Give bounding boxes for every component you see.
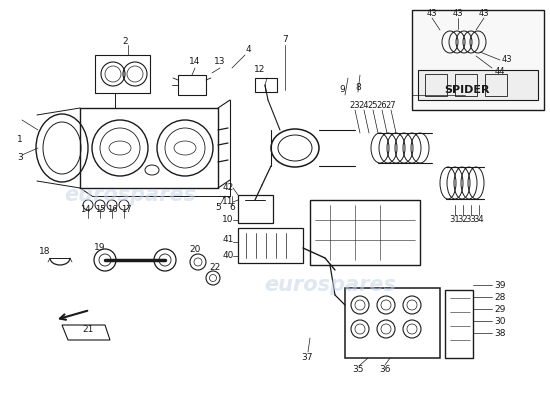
- Text: 20: 20: [189, 246, 201, 254]
- Text: 18: 18: [39, 248, 51, 256]
- Bar: [412, 10, 544, 110]
- Bar: [445, 290, 473, 358]
- Bar: [238, 195, 273, 223]
- Text: 15: 15: [95, 206, 105, 214]
- Text: 16: 16: [107, 206, 117, 214]
- Text: 43: 43: [478, 8, 490, 18]
- Text: 9: 9: [339, 86, 345, 94]
- Text: 5: 5: [215, 202, 221, 212]
- Text: 29: 29: [494, 304, 505, 314]
- Text: 39: 39: [494, 280, 506, 290]
- Text: 36: 36: [379, 366, 390, 374]
- Text: 1: 1: [17, 136, 23, 144]
- Polygon shape: [62, 325, 110, 340]
- Text: 42: 42: [222, 184, 234, 192]
- Bar: [310, 200, 420, 265]
- Text: 22: 22: [210, 264, 221, 272]
- Bar: [95, 55, 150, 93]
- Text: 43: 43: [502, 56, 512, 64]
- Text: 31: 31: [450, 216, 460, 224]
- Text: 12: 12: [254, 66, 266, 74]
- Text: 43: 43: [427, 8, 437, 18]
- Text: 24: 24: [359, 100, 369, 110]
- Text: 14: 14: [80, 206, 90, 214]
- Text: 10: 10: [222, 216, 234, 224]
- Text: 7: 7: [282, 36, 288, 44]
- Text: eurospares: eurospares: [64, 185, 196, 205]
- Text: 28: 28: [494, 292, 505, 302]
- Text: 44: 44: [495, 68, 505, 76]
- Text: 3: 3: [17, 152, 23, 162]
- Bar: [485, 74, 507, 96]
- Text: 23: 23: [350, 100, 360, 110]
- Text: 11: 11: [222, 198, 234, 206]
- Text: 17: 17: [120, 206, 131, 214]
- Text: 19: 19: [94, 244, 106, 252]
- Bar: [255, 78, 277, 92]
- Text: 2: 2: [122, 38, 128, 46]
- Text: 30: 30: [494, 316, 506, 326]
- Text: 14: 14: [189, 58, 201, 66]
- Bar: [178, 75, 206, 95]
- Text: 25: 25: [368, 100, 378, 110]
- Text: 40: 40: [222, 250, 234, 260]
- Bar: [425, 74, 447, 96]
- Text: 21: 21: [82, 326, 94, 334]
- Text: 37: 37: [301, 354, 313, 362]
- Text: eurospares: eurospares: [264, 275, 396, 295]
- Bar: [345, 288, 440, 358]
- Bar: [455, 74, 477, 96]
- Text: 8: 8: [355, 84, 361, 92]
- Text: 27: 27: [386, 100, 397, 110]
- Text: 43: 43: [453, 8, 463, 18]
- Text: 6: 6: [229, 202, 235, 212]
- Text: SPIDER: SPIDER: [444, 85, 490, 95]
- Bar: [418, 70, 538, 100]
- Text: 13: 13: [214, 58, 225, 66]
- Text: 34: 34: [474, 216, 485, 224]
- Text: 35: 35: [352, 366, 364, 374]
- Text: 41: 41: [222, 236, 234, 244]
- Bar: [238, 228, 303, 263]
- Text: 33: 33: [466, 216, 476, 224]
- Text: 38: 38: [494, 328, 506, 338]
- Text: 4: 4: [245, 46, 251, 54]
- Text: 26: 26: [377, 100, 387, 110]
- Text: 32: 32: [458, 216, 468, 224]
